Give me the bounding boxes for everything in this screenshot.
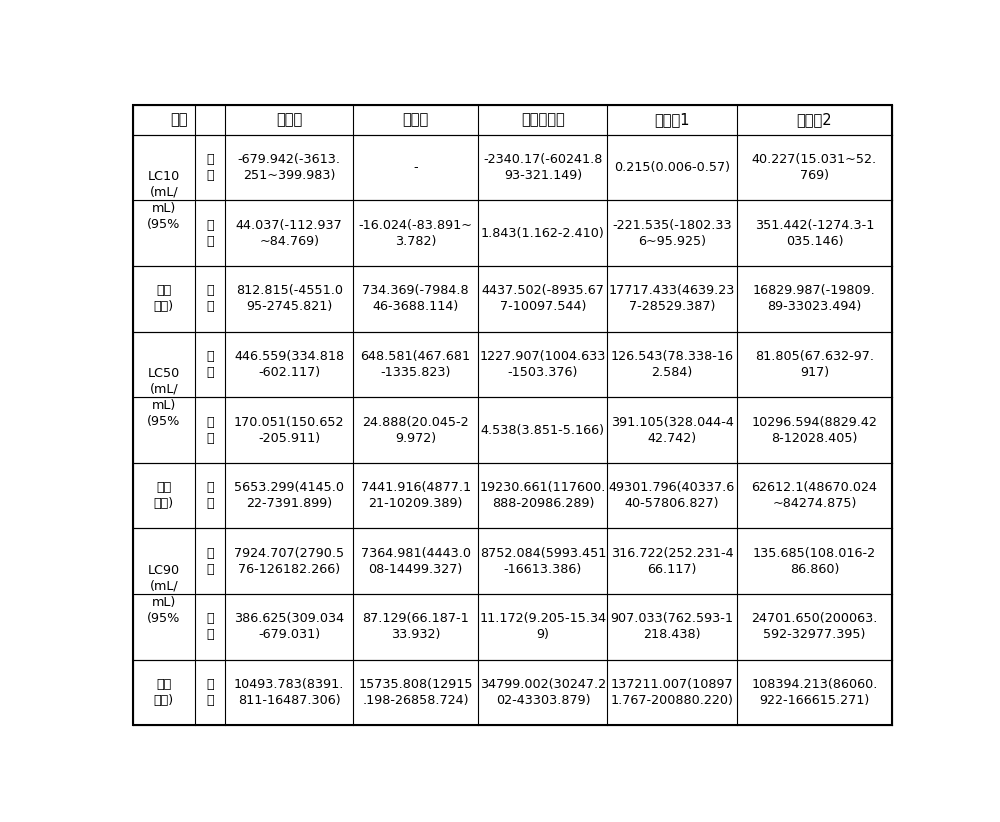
Text: 135.685(108.016-2
86.860): 135.685(108.016-2 86.860) [753,547,876,575]
Text: 炔螨特: 炔螨特 [276,113,302,127]
Text: 24701.650(200063.
592-32977.395): 24701.650(200063. 592-32977.395) [751,612,878,641]
Text: 置信
区间): 置信 区间) [154,678,174,707]
Text: -2340.17(-60241.8
93-321.149): -2340.17(-60241.8 93-321.149) [483,153,603,182]
Text: 316.722(252.231-4
66.117): 316.722(252.231-4 66.117) [611,547,733,575]
Text: 10296.594(8829.42
8-12028.405): 10296.594(8829.42 8-12028.405) [751,415,877,445]
Text: 项目: 项目 [170,113,188,127]
Text: 4437.502(-8935.67
7-10097.544): 4437.502(-8935.67 7-10097.544) [481,284,604,313]
Text: 24.888(20.045-2
9.972): 24.888(20.045-2 9.972) [362,415,469,445]
Text: 蜂
螨: 蜂 螨 [206,350,214,379]
Text: 蜂
茧: 蜂 茧 [206,284,214,313]
Text: 44.037(-112.937
~84.769): 44.037(-112.937 ~84.769) [236,219,343,247]
Text: -16.024(-83.891~
3.782): -16.024(-83.891~ 3.782) [359,219,473,247]
Text: 7364.981(4443.0
08-14499.327): 7364.981(4443.0 08-14499.327) [361,547,471,575]
Text: 108394.213(86060.
922-166615.271): 108394.213(86060. 922-166615.271) [751,678,878,707]
Text: 4.538(3.851-5.166): 4.538(3.851-5.166) [481,423,605,436]
Text: 蜂
茧: 蜂 茧 [206,481,214,510]
Text: 哒螨灵: 哒螨灵 [403,113,429,127]
Text: 1227.907(1004.633
-1503.376): 1227.907(1004.633 -1503.376) [480,350,606,379]
Text: -679.942(-3613.
251~399.983): -679.942(-3613. 251~399.983) [238,153,341,182]
Text: LC10
(mL/
mL)
(95%: LC10 (mL/ mL) (95% [147,170,181,231]
Text: 5653.299(4145.0
22-7391.899): 5653.299(4145.0 22-7391.899) [234,481,344,510]
Text: 734.369(-7984.8
46-3688.114): 734.369(-7984.8 46-3688.114) [362,284,469,313]
Text: 40.227(15.031~52.
769): 40.227(15.031~52. 769) [752,153,877,182]
Text: 19230.661(117600.
888-20986.289): 19230.661(117600. 888-20986.289) [480,481,606,510]
Text: 7441.916(4877.1
21-10209.389): 7441.916(4877.1 21-10209.389) [361,481,471,510]
Text: 812.815(-4551.0
95-2745.821): 812.815(-4551.0 95-2745.821) [236,284,343,313]
Text: 11.172(9.205-15.34
9): 11.172(9.205-15.34 9) [479,612,606,641]
Text: 15735.808(12915
.198-26858.724): 15735.808(12915 .198-26858.724) [358,678,473,707]
Text: 126.543(78.338-16
2.584): 126.543(78.338-16 2.584) [610,350,733,379]
Text: 置信
区间): 置信 区间) [154,481,174,510]
Text: 壁
蜂: 壁 蜂 [206,219,214,247]
Text: 三氯杀螨醇: 三氯杀螨醇 [521,113,565,127]
Text: 81.805(67.632-97.
917): 81.805(67.632-97. 917) [755,350,874,379]
Text: 置信
区间): 置信 区间) [154,284,174,313]
Text: 446.559(334.818
-602.117): 446.559(334.818 -602.117) [234,350,344,379]
Text: 壁
蜂: 壁 蜂 [206,415,214,445]
Text: 907.033(762.593-1
218.438): 907.033(762.593-1 218.438) [610,612,733,641]
Text: LC90
(mL/
mL)
(95%: LC90 (mL/ mL) (95% [147,564,181,625]
Text: 蜂
螨: 蜂 螨 [206,153,214,182]
Text: 170.051(150.652
-205.911): 170.051(150.652 -205.911) [234,415,344,445]
Text: LC50
(mL/
mL)
(95%: LC50 (mL/ mL) (95% [147,367,181,427]
Text: 17717.433(4639.23
7-28529.387): 17717.433(4639.23 7-28529.387) [609,284,735,313]
Text: -221.535(-1802.33
6~95.925): -221.535(-1802.33 6~95.925) [612,219,732,247]
Text: 16829.987(-19809.
89-33023.494): 16829.987(-19809. 89-33023.494) [753,284,876,313]
Text: 壁
蜂: 壁 蜂 [206,612,214,641]
Text: 0.215(0.006-0.57): 0.215(0.006-0.57) [614,161,730,174]
Text: 34799.002(30247.2
02-43303.879): 34799.002(30247.2 02-43303.879) [480,678,606,707]
Text: -: - [413,161,418,174]
Text: 386.625(309.034
-679.031): 386.625(309.034 -679.031) [234,612,344,641]
Text: 391.105(328.044-4
42.742): 391.105(328.044-4 42.742) [611,415,733,445]
Text: 7924.707(2790.5
76-126182.266): 7924.707(2790.5 76-126182.266) [234,547,344,575]
Text: 137211.007(10897
1.767-200880.220): 137211.007(10897 1.767-200880.220) [611,678,733,707]
Text: 蜂
螨: 蜂 螨 [206,547,214,575]
Text: 蜂
茧: 蜂 茧 [206,678,214,707]
Text: 87.129(66.187-1
33.932): 87.129(66.187-1 33.932) [362,612,469,641]
Text: 62612.1(48670.024
~84274.875): 62612.1(48670.024 ~84274.875) [751,481,877,510]
Text: 648.581(467.681
-1335.823): 648.581(467.681 -1335.823) [361,350,471,379]
Text: 8752.084(5993.451
-16613.386): 8752.084(5993.451 -16613.386) [480,547,606,575]
Text: 351.442(-1274.3-1
035.146): 351.442(-1274.3-1 035.146) [755,219,874,247]
Text: 实施例2: 实施例2 [797,113,832,127]
Text: 10493.783(8391.
811-16487.306): 10493.783(8391. 811-16487.306) [234,678,344,707]
Text: 49301.796(40337.6
40-57806.827): 49301.796(40337.6 40-57806.827) [609,481,735,510]
Text: 1.843(1.162-2.410): 1.843(1.162-2.410) [481,227,605,240]
Text: 实施例1: 实施例1 [654,113,690,127]
